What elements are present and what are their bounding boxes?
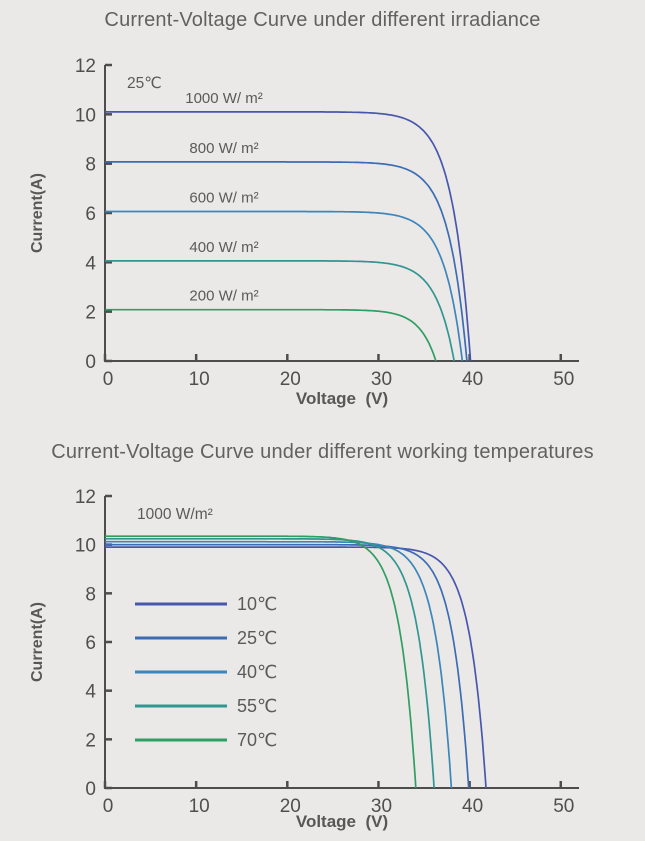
curve-40℃ (105, 540, 453, 789)
curve-200 W/ m² (105, 308, 437, 362)
y-tick-label: 4 (85, 253, 96, 274)
chart1-title: Current-Voltage Curve under different ir… (104, 9, 541, 31)
x-tick-label: 10 (189, 369, 210, 390)
curve-label: 200 W/ m² (189, 288, 258, 305)
x-tick-label: 50 (553, 796, 574, 817)
legend-label-55℃: 55℃ (237, 696, 277, 716)
y-tick-label: 10 (75, 536, 96, 557)
x-tick-label: 0 (103, 369, 114, 390)
chart1-x-axis-label: Voltage (V) (295, 389, 389, 408)
legend-label-40℃: 40℃ (237, 662, 277, 682)
legend-label-10℃: 10℃ (237, 594, 277, 614)
curve-55℃ (105, 537, 435, 789)
curve-600 W/ m² (105, 210, 464, 362)
y-tick-label: 2 (85, 730, 96, 751)
curve-1000 W/ m² (105, 111, 472, 362)
chart2-canvas: 0 10 20 30 40 50 0 2 4 6 8 10 12 10℃ 25℃ 40℃ 55℃ 70℃ 1000 … (75, 487, 579, 817)
legend-label-25℃: 25℃ (237, 628, 277, 648)
y-tick-label: 8 (85, 584, 96, 605)
y-tick-label: 4 (85, 682, 96, 703)
curve-400 W/ m² (105, 260, 455, 362)
legend-label-70℃: 70℃ (237, 730, 277, 750)
annotation: 1000 W/m² (137, 506, 213, 523)
y-tick-label: 2 (85, 303, 96, 324)
x-tick-label: 20 (280, 796, 301, 817)
x-tick-label: 10 (189, 796, 210, 817)
curve-label: 400 W/ m² (189, 239, 258, 256)
chart1-y-axis-label: Current(A) (29, 173, 46, 253)
chart1-canvas: 0 10 20 30 40 50 0 2 4 6 8 10 12 1000 W/ m² 800 W/ m² 6… (75, 56, 579, 390)
curve-800 W/ m² (105, 161, 468, 362)
x-tick-label: 40 (462, 369, 483, 390)
curve-label: 800 W/ m² (189, 140, 258, 157)
y-tick-label: 6 (85, 204, 96, 225)
y-tick-label: 0 (85, 779, 96, 800)
chart2-x-axis-label: Voltage (V) (295, 812, 389, 831)
y-tick-label: 6 (85, 633, 96, 654)
chart2-y-axis-label: Current(A) (29, 602, 46, 682)
y-tick-label: 12 (75, 487, 96, 508)
x-tick-label: 50 (553, 369, 574, 390)
y-tick-label: 10 (75, 105, 96, 126)
curve-label: 600 W/ m² (189, 190, 258, 207)
chart2-title: Current-Voltage Curve under different wo… (51, 441, 594, 463)
x-tick-label: 30 (371, 796, 392, 817)
annotation: 25℃ (127, 75, 162, 92)
x-tick-label: 20 (280, 369, 301, 390)
curve-10℃ (105, 546, 487, 789)
x-tick-label: 0 (103, 796, 114, 817)
curve-70℃ (105, 535, 417, 789)
y-tick-label: 8 (85, 155, 96, 176)
curve-25℃ (105, 543, 470, 789)
y-tick-label: 0 (85, 352, 96, 373)
x-tick-label: 30 (371, 369, 392, 390)
y-tick-label: 12 (75, 56, 96, 77)
x-tick-label: 40 (462, 796, 483, 817)
curve-label: 1000 W/ m² (185, 90, 263, 107)
